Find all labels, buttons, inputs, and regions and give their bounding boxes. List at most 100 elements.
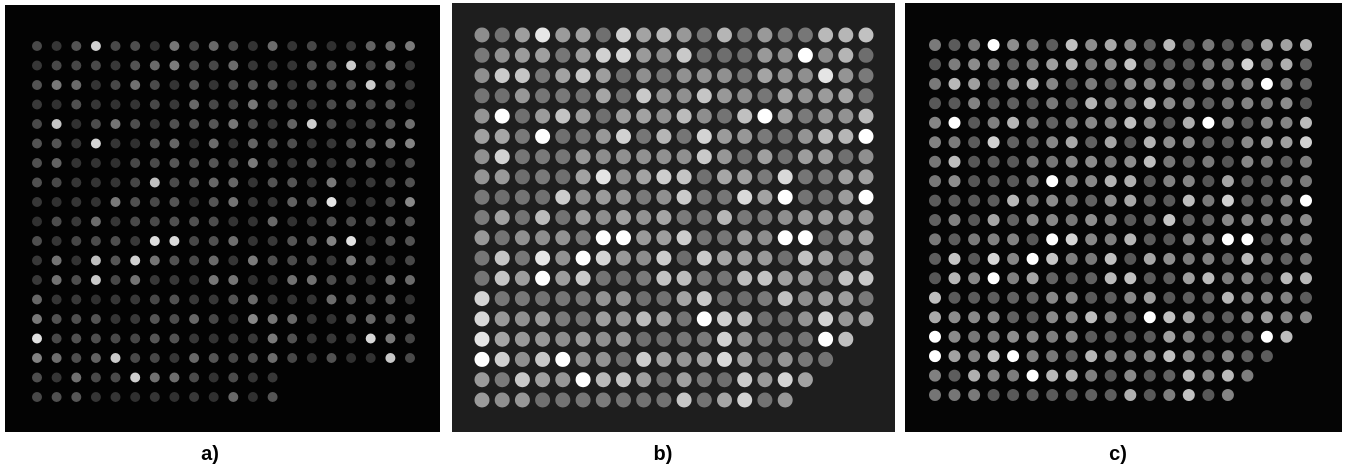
spot	[150, 373, 160, 383]
spot	[757, 129, 772, 144]
spot	[475, 311, 490, 326]
spot	[636, 251, 651, 266]
spot	[1281, 78, 1293, 90]
spot	[1222, 97, 1234, 109]
spot	[616, 332, 631, 347]
spot	[1261, 292, 1273, 304]
spot	[515, 169, 530, 184]
spot	[677, 372, 692, 387]
spot	[52, 139, 62, 149]
spot	[616, 230, 631, 245]
spot	[656, 271, 671, 286]
spot	[248, 80, 258, 90]
spot	[717, 230, 732, 245]
spot	[130, 334, 140, 344]
spot	[656, 129, 671, 144]
spot	[988, 136, 1000, 148]
spot	[385, 158, 395, 168]
spot	[1261, 214, 1273, 226]
spot	[737, 311, 752, 326]
spot	[1027, 58, 1039, 70]
spot	[1046, 175, 1058, 187]
spot	[405, 139, 415, 149]
spot	[71, 295, 81, 305]
spot	[346, 275, 356, 285]
spot	[91, 197, 101, 207]
spot	[248, 61, 258, 71]
spot	[1124, 136, 1136, 148]
spot	[327, 314, 337, 324]
spot	[798, 291, 813, 306]
spot	[1144, 311, 1156, 323]
spot	[209, 158, 219, 168]
spot	[968, 331, 980, 343]
spot	[169, 178, 179, 188]
spot	[717, 372, 732, 387]
spot	[228, 178, 238, 188]
spot	[150, 236, 160, 246]
spot	[307, 353, 317, 363]
spot	[949, 156, 961, 168]
spot	[737, 68, 752, 83]
spot	[535, 28, 550, 43]
spot	[366, 275, 376, 285]
spot	[636, 190, 651, 205]
spot	[859, 109, 874, 124]
spot	[1281, 39, 1293, 51]
spot	[1027, 214, 1039, 226]
spot	[1241, 370, 1253, 382]
spot	[71, 236, 81, 246]
spot	[576, 190, 591, 205]
spot	[697, 109, 712, 124]
spot	[949, 78, 961, 90]
spot	[1183, 136, 1195, 148]
spot	[818, 352, 833, 367]
spot	[475, 352, 490, 367]
spot	[150, 41, 160, 51]
spot	[307, 61, 317, 71]
spot	[1105, 97, 1117, 109]
spot	[697, 169, 712, 184]
spot	[169, 392, 179, 402]
spot	[268, 158, 278, 168]
spot	[1281, 233, 1293, 245]
spot	[949, 370, 961, 382]
spot	[968, 292, 980, 304]
spot	[1222, 78, 1234, 90]
spot	[697, 28, 712, 43]
spot	[1105, 233, 1117, 245]
spot	[656, 169, 671, 184]
spot	[150, 314, 160, 324]
spot	[968, 136, 980, 148]
spot	[366, 353, 376, 363]
spot	[838, 251, 853, 266]
spot	[576, 28, 591, 43]
spot	[385, 119, 395, 129]
spot	[757, 311, 772, 326]
spot	[189, 217, 199, 227]
spot	[287, 119, 297, 129]
spot	[859, 210, 874, 225]
spot	[1144, 331, 1156, 343]
spot	[1241, 331, 1253, 343]
spot	[949, 292, 961, 304]
spot	[697, 251, 712, 266]
spot	[1163, 39, 1175, 51]
spot	[949, 350, 961, 362]
spot	[228, 392, 238, 402]
spot	[475, 271, 490, 286]
figure: a) b) c)	[0, 0, 1349, 470]
spot	[475, 88, 490, 103]
spot	[555, 88, 570, 103]
spot	[1027, 39, 1039, 51]
spot	[130, 197, 140, 207]
spot	[209, 178, 219, 188]
spot	[475, 332, 490, 347]
spot	[248, 197, 258, 207]
spot	[209, 80, 219, 90]
spot	[1241, 214, 1253, 226]
spot	[757, 332, 772, 347]
spot	[268, 100, 278, 110]
spot	[71, 41, 81, 51]
panel-label: a)	[201, 443, 219, 465]
